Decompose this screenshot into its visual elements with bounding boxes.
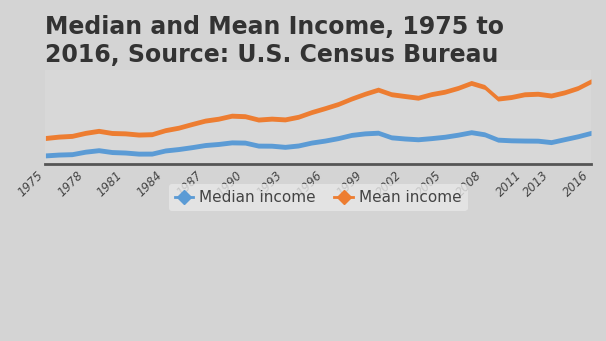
- Legend: Median income, Mean income: Median income, Mean income: [169, 184, 468, 211]
- Text: Median and Mean Income, 1975 to
2016, Source: U.S. Census Bureau: Median and Mean Income, 1975 to 2016, So…: [45, 15, 504, 67]
